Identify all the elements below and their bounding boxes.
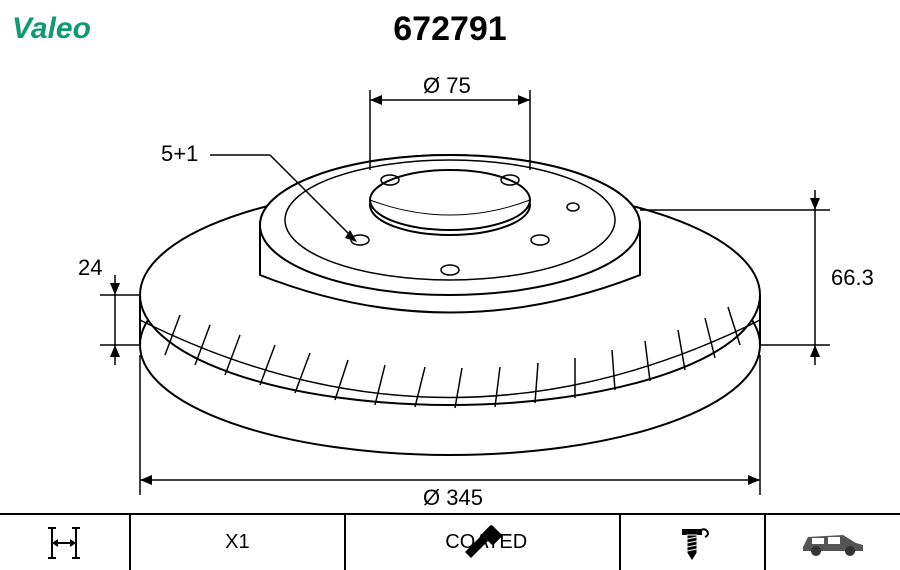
- dim-thickness: [100, 275, 140, 365]
- car-icon: [798, 525, 868, 560]
- icon-thickness: [0, 515, 131, 570]
- footer-bar: X1 COATED: [0, 513, 900, 570]
- label-thickness: 24: [75, 255, 105, 281]
- screw-cell: [621, 515, 767, 570]
- label-bore: Ø 75: [420, 73, 474, 99]
- quantity-label: X1: [225, 531, 249, 554]
- quantity-cell: X1: [131, 515, 346, 570]
- part-number: 672791: [393, 10, 506, 49]
- brush-icon: [460, 524, 505, 562]
- label-outer: Ø 345: [415, 485, 491, 511]
- technical-drawing: Ø 75 5+1 24 66.3 Ø 345: [0, 55, 900, 510]
- logo-text: Valeo: [12, 12, 91, 45]
- label-height: 66.3: [828, 265, 877, 291]
- screw-icon: [672, 523, 712, 563]
- vehicle-cell: [766, 515, 900, 570]
- coating-cell: COATED: [346, 515, 621, 570]
- label-holes: 5+1: [158, 141, 201, 167]
